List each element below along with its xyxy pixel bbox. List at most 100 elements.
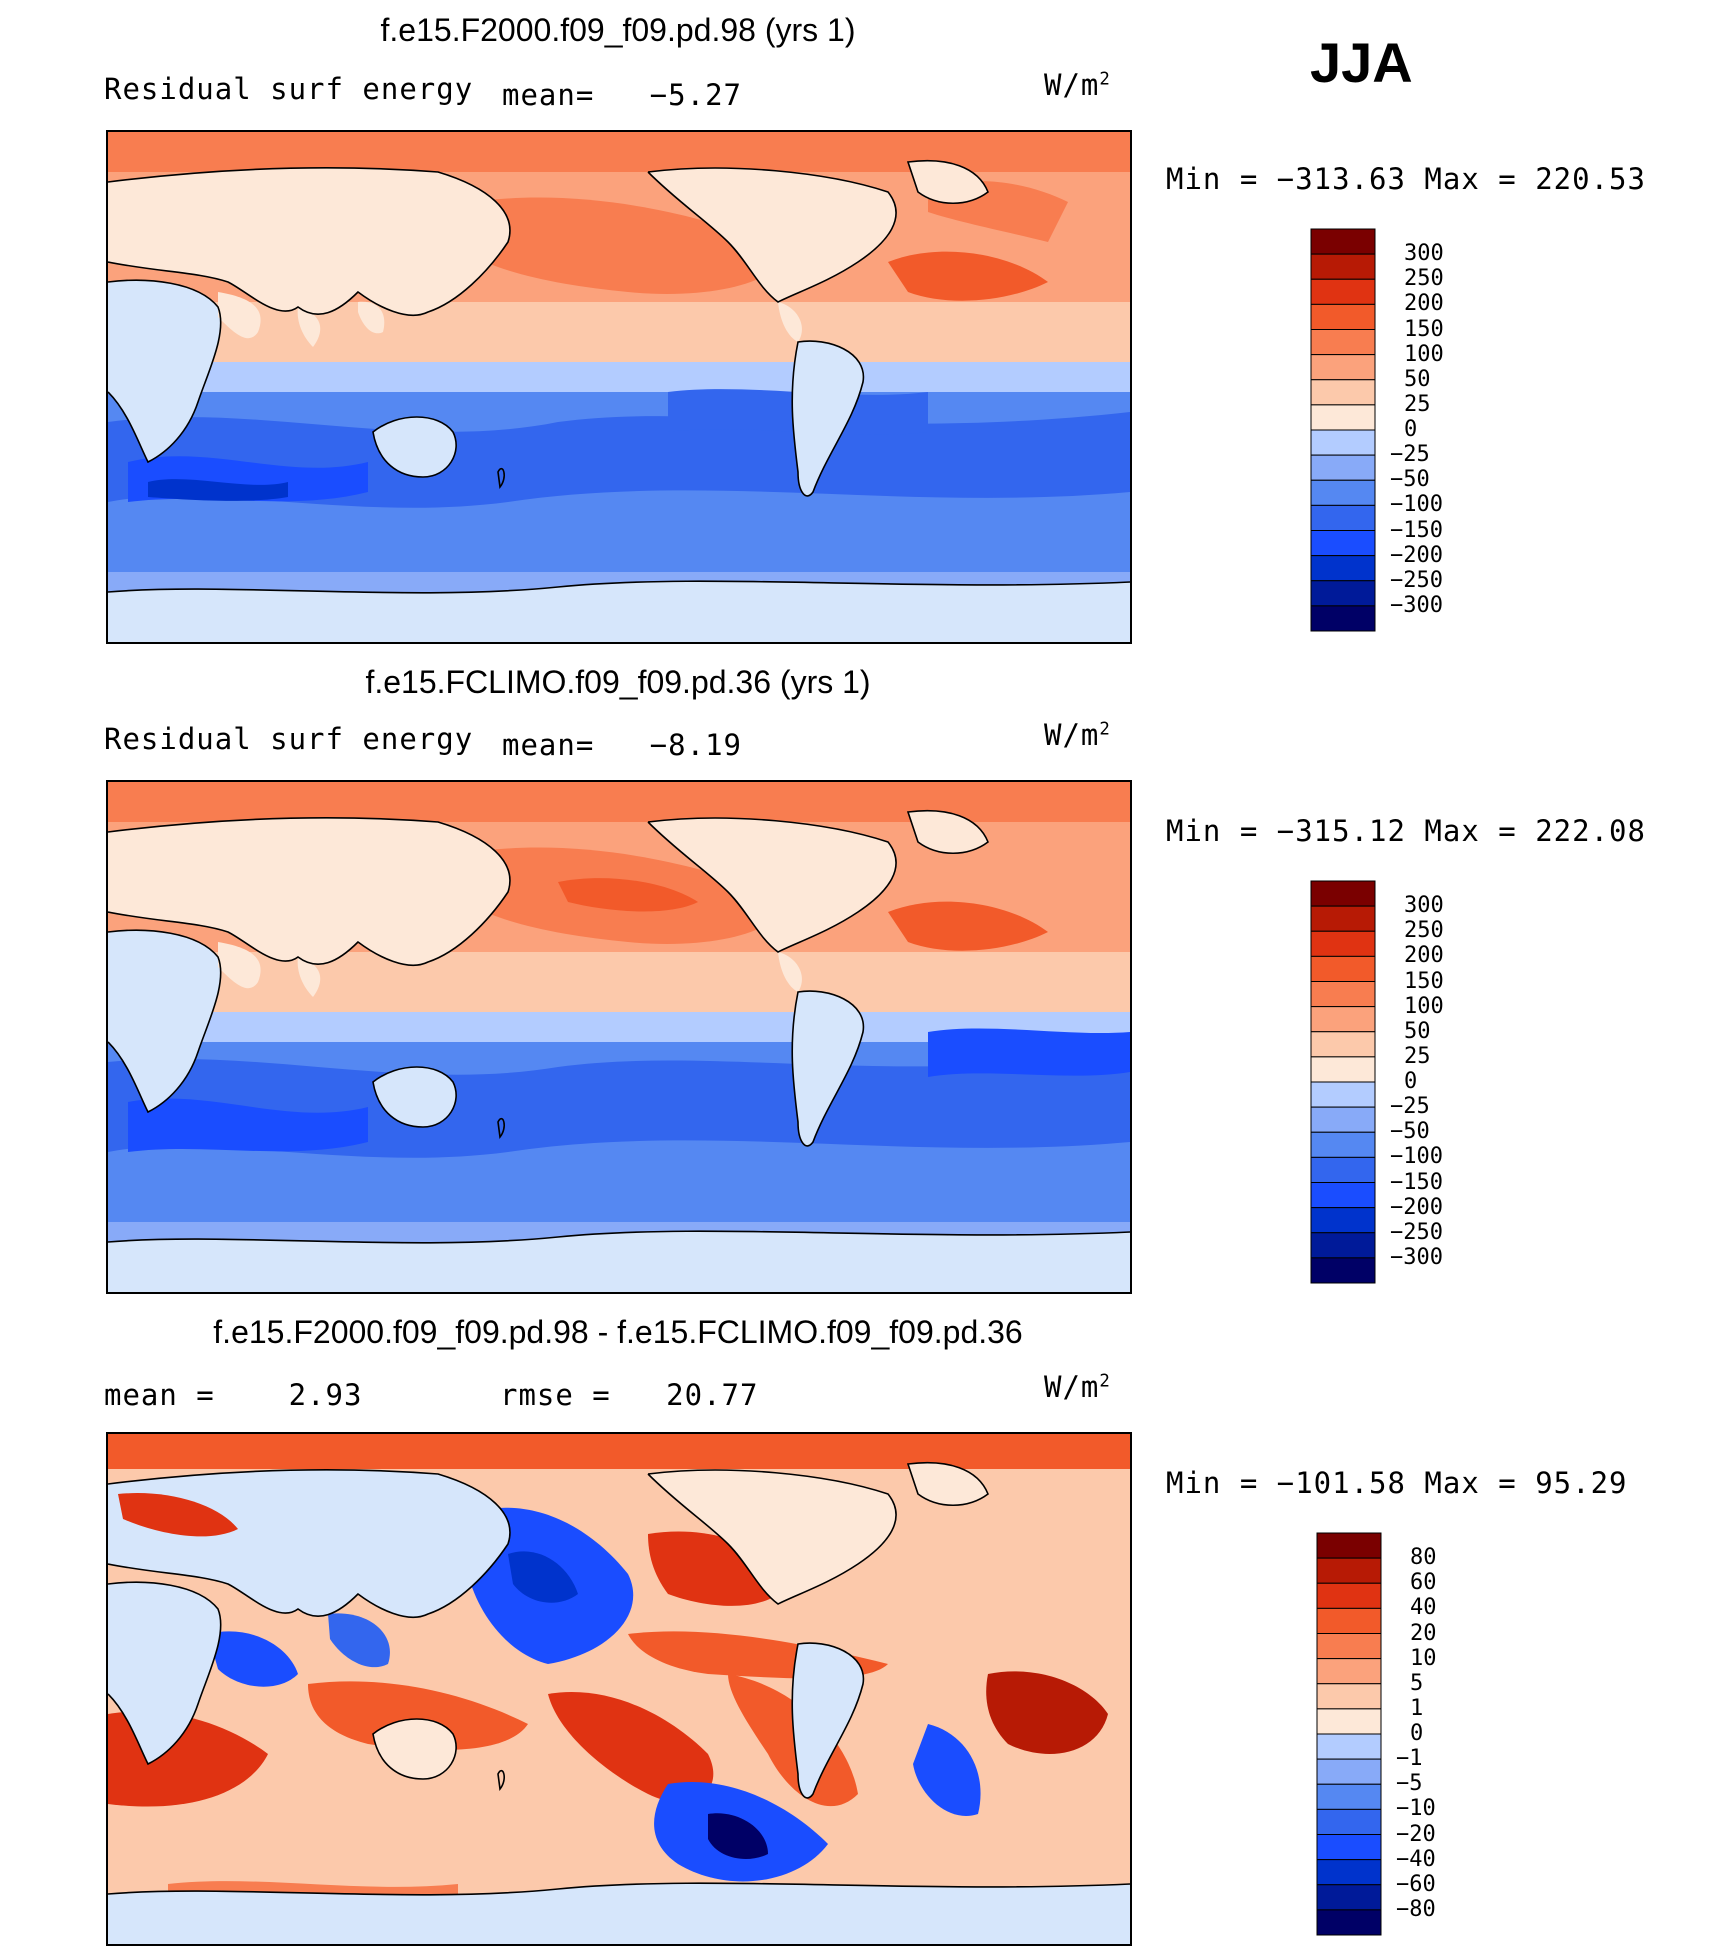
panel2-title: f.e15.FCLIMO.f09_f09.pd.36 (yrs 1) bbox=[365, 664, 871, 700]
panel2-mean-label: mean= bbox=[502, 728, 595, 762]
colorbar-bin bbox=[1310, 930, 1376, 957]
colorbar-tick-label: −200 bbox=[1390, 1194, 1443, 1220]
colorbar-tick-label: 10 bbox=[1410, 1645, 1437, 1671]
colorbar-tick-label: 25 bbox=[1404, 391, 1431, 417]
colorbar-bin bbox=[1316, 1758, 1382, 1785]
colorbar-bin bbox=[1310, 454, 1376, 481]
season-label: JJA bbox=[1310, 31, 1413, 94]
colorbar-tick-label: −300 bbox=[1390, 592, 1443, 618]
colorbar-tick-label: −150 bbox=[1390, 517, 1443, 543]
colorbar-bin bbox=[1310, 555, 1376, 582]
colorbar-tick-label: −25 bbox=[1390, 1094, 1430, 1120]
colorbar-tick-label: 100 bbox=[1404, 341, 1444, 367]
colorbar-tick-label: −50 bbox=[1390, 467, 1430, 493]
colorbar-tick-label: 5 bbox=[1410, 1670, 1424, 1696]
colorbar-bin bbox=[1316, 1532, 1382, 1559]
colorbar-bin bbox=[1316, 1708, 1382, 1735]
colorbar-tick-label: 50 bbox=[1404, 1018, 1431, 1044]
colorbar-tick-label: 60 bbox=[1410, 1570, 1437, 1596]
colorbar-tick-label: 150 bbox=[1404, 968, 1444, 994]
colorbar-bin bbox=[1310, 1081, 1376, 1108]
panel3-title: f.e15.F2000.f09_f09.pd.98 - f.e15.FCLIMO… bbox=[213, 1314, 1023, 1350]
colorbar-tick-label: 300 bbox=[1404, 241, 1444, 267]
colorbar-tick-label: 250 bbox=[1404, 266, 1444, 292]
colorbar-tick-label: −150 bbox=[1390, 1169, 1443, 1195]
panel3-rmse-value: 20.77 bbox=[666, 1378, 759, 1412]
panel1-mean-value: −5.27 bbox=[649, 78, 743, 112]
colorbar-tick-label: −60 bbox=[1396, 1871, 1436, 1897]
colorbar-bin bbox=[1310, 1056, 1376, 1083]
colorbar-bin bbox=[1316, 1607, 1382, 1634]
panel2-variable-label: Residual surf energy bbox=[104, 722, 474, 756]
panel2-units: W/m2 bbox=[1044, 718, 1111, 752]
colorbar-bin bbox=[1310, 278, 1376, 305]
panel3-colorbar bbox=[1316, 1532, 1382, 1936]
colorbar-bin bbox=[1310, 354, 1376, 381]
colorbar-tick-label: −80 bbox=[1396, 1896, 1436, 1922]
colorbar-bin bbox=[1310, 504, 1376, 531]
panel3-colorbar-svg bbox=[1316, 1532, 1382, 1936]
colorbar-tick-label: −250 bbox=[1390, 567, 1443, 593]
panel3-mean: mean = 2.93 bbox=[104, 1378, 363, 1412]
colorbar-bin bbox=[1310, 1006, 1376, 1033]
colorbar-bin bbox=[1310, 880, 1376, 907]
colorbar-tick-label: −20 bbox=[1396, 1821, 1436, 1847]
colorbar-tick-label: 100 bbox=[1404, 993, 1444, 1019]
colorbar-bin bbox=[1316, 1808, 1382, 1835]
colorbar-bin bbox=[1310, 605, 1376, 632]
panel1-mean-label: mean= bbox=[502, 78, 595, 112]
colorbar-tick-label: 80 bbox=[1410, 1545, 1437, 1571]
colorbar-bin bbox=[1310, 228, 1376, 255]
panel1-colorbar-svg bbox=[1310, 228, 1376, 632]
colorbar-bin bbox=[1316, 1859, 1382, 1886]
panel2-mean: mean= −8.19 bbox=[502, 728, 742, 762]
colorbar-bin bbox=[1310, 1257, 1376, 1284]
panel3-units: W/m2 bbox=[1044, 1370, 1111, 1404]
colorbar-bin bbox=[1310, 429, 1376, 456]
colorbar-tick-label: 50 bbox=[1404, 366, 1431, 392]
colorbar-tick-label: 0 bbox=[1404, 417, 1418, 442]
colorbar-tick-label: −300 bbox=[1390, 1244, 1443, 1270]
panel3-rmse-label: rmse = bbox=[500, 1378, 611, 1412]
colorbar-bin bbox=[1316, 1783, 1382, 1810]
colorbar-bin bbox=[1316, 1658, 1382, 1685]
colorbar-bin bbox=[1310, 329, 1376, 356]
colorbar-tick-label: −40 bbox=[1396, 1846, 1436, 1872]
colorbar-bin bbox=[1316, 1733, 1382, 1760]
colorbar-tick-label: 200 bbox=[1404, 943, 1444, 969]
colorbar-tick-label: −25 bbox=[1390, 442, 1430, 468]
colorbar-tick-label: −1 bbox=[1396, 1746, 1423, 1772]
panel2-colorbar-labels: 300 250 200 150 100 50 25 0 −25 −50 −100 −150 −200 −2… bbox=[1390, 880, 1510, 1284]
panel3-map bbox=[106, 1432, 1132, 1946]
panel1-units: W/m2 bbox=[1044, 68, 1111, 102]
panel3-map-svg bbox=[108, 1434, 1130, 1944]
panel1-title: f.e15.F2000.f09_f09.pd.98 (yrs 1) bbox=[380, 12, 856, 48]
panel3-minmax: Min = −101.58 Max = 95.29 bbox=[1166, 1466, 1628, 1500]
panel2-mean-value: −8.19 bbox=[649, 728, 743, 762]
colorbar-tick-label: −100 bbox=[1390, 1144, 1443, 1170]
colorbar-bin bbox=[1310, 955, 1376, 982]
colorbar-bin bbox=[1316, 1582, 1382, 1609]
colorbar-tick-label: 300 bbox=[1404, 893, 1444, 919]
panel2-map bbox=[106, 780, 1132, 1294]
colorbar-bin bbox=[1316, 1834, 1382, 1861]
colorbar-tick-label: −100 bbox=[1390, 492, 1443, 518]
colorbar-bin bbox=[1310, 1106, 1376, 1133]
colorbar-tick-label: −200 bbox=[1390, 542, 1443, 568]
panel1-mean: mean= −5.27 bbox=[502, 78, 742, 112]
panel1-colorbar bbox=[1310, 228, 1376, 632]
colorbar-tick-label: 0 bbox=[1410, 1721, 1424, 1746]
panel2-minmax: Min = −315.12 Max = 222.08 bbox=[1166, 814, 1646, 848]
panel1-variable-label: Residual surf energy bbox=[104, 72, 474, 106]
colorbar-bin bbox=[1316, 1557, 1382, 1584]
colorbar-tick-label: 0 bbox=[1404, 1069, 1418, 1094]
colorbar-bin bbox=[1310, 479, 1376, 506]
panel3-rmse: rmse = 20.77 bbox=[500, 1378, 758, 1412]
colorbar-tick-label: 250 bbox=[1404, 918, 1444, 944]
colorbar-bin bbox=[1310, 1232, 1376, 1259]
colorbar-bin bbox=[1310, 530, 1376, 557]
colorbar-bin bbox=[1310, 404, 1376, 431]
colorbar-tick-label: 40 bbox=[1410, 1595, 1437, 1621]
panel1-map bbox=[106, 130, 1132, 644]
colorbar-tick-label: −5 bbox=[1396, 1771, 1423, 1797]
